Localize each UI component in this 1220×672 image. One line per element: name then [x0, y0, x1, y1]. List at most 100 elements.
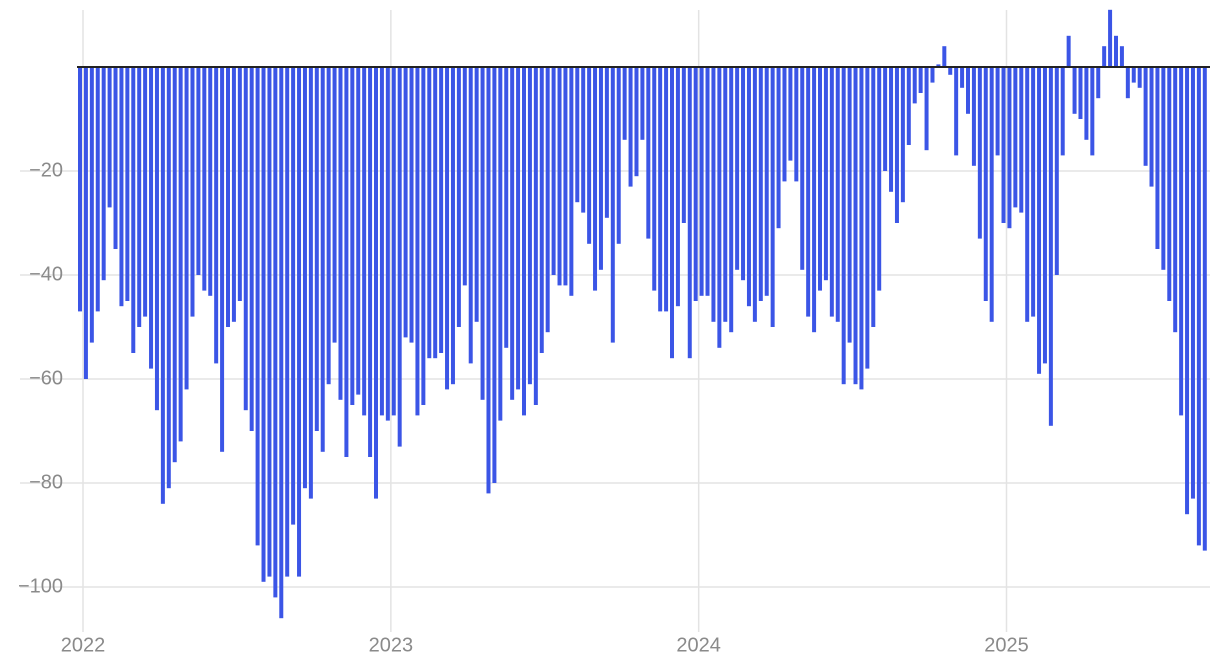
bar: [1048, 67, 1053, 426]
bar: [439, 67, 444, 353]
bar: [865, 67, 870, 369]
bar: [1143, 67, 1148, 166]
bar: [214, 67, 219, 364]
bar: [741, 67, 746, 281]
bar: [208, 67, 213, 296]
bar: [131, 67, 136, 353]
bar: [1179, 67, 1184, 416]
bar: [320, 67, 325, 452]
bar: [729, 67, 734, 333]
bar: [770, 67, 775, 327]
bar: [474, 67, 479, 322]
y-tick-label: −20: [29, 159, 63, 181]
bar: [717, 67, 722, 348]
bar: [1001, 67, 1006, 223]
bar: [107, 67, 112, 208]
bar: [516, 67, 521, 390]
bar: [1149, 67, 1154, 187]
bar: [1072, 67, 1077, 114]
bar: [1096, 67, 1101, 99]
bar: [977, 67, 982, 239]
bar: [1066, 35, 1071, 67]
bar: [640, 67, 645, 140]
bar: [143, 67, 148, 317]
bar: [154, 67, 159, 411]
bar: [1084, 67, 1089, 140]
bar: [350, 67, 355, 405]
bar: [462, 67, 467, 286]
bar: [273, 67, 278, 598]
bar: [492, 67, 497, 483]
bar: [166, 67, 171, 489]
bar: [593, 67, 598, 291]
bar: [930, 67, 935, 83]
bar: [675, 67, 680, 307]
bar: [243, 67, 248, 411]
bar: [78, 67, 82, 312]
bar: [302, 67, 307, 489]
bar: [924, 67, 929, 151]
bar: [894, 67, 899, 223]
bar: [125, 67, 130, 301]
bar: [533, 67, 538, 405]
bar: [735, 67, 740, 270]
bar: [456, 67, 461, 327]
bar: [172, 67, 177, 463]
bar: [285, 67, 290, 577]
bar: [723, 67, 728, 322]
bar: [261, 67, 266, 582]
bar: [812, 67, 817, 333]
y-tick-label: −80: [29, 471, 63, 493]
bar: [1190, 67, 1195, 499]
bar: [113, 67, 118, 249]
bar: [616, 67, 621, 244]
bar: [1114, 35, 1118, 67]
bar: [291, 67, 296, 525]
bar: [906, 67, 911, 145]
bar: [764, 67, 769, 296]
bar: [1031, 67, 1036, 317]
x-tick-label: 2024: [676, 634, 721, 656]
bar: [522, 67, 526, 416]
bar: [403, 67, 408, 338]
bar: [581, 67, 586, 213]
bar: [1042, 67, 1047, 364]
bar: [652, 67, 657, 291]
bar: [332, 67, 337, 343]
bar: [1185, 67, 1190, 515]
bar: [818, 67, 822, 291]
bar: [231, 67, 236, 322]
bar: [983, 67, 988, 301]
bar: [699, 67, 704, 296]
bar: [267, 67, 272, 577]
bar: [610, 67, 615, 343]
bar: [1090, 67, 1095, 156]
bar: [255, 67, 260, 546]
bar: [628, 67, 633, 187]
bar: [397, 67, 402, 447]
bar: [178, 67, 183, 442]
bar: [1131, 67, 1136, 83]
bar: [356, 67, 361, 395]
bar: [829, 67, 834, 317]
bar: [936, 64, 941, 67]
bar: [1161, 67, 1166, 270]
bar: [705, 67, 710, 296]
bar: [681, 67, 686, 223]
bar: [385, 67, 390, 421]
bar: [314, 67, 319, 431]
bar: [563, 67, 568, 286]
bar: [1202, 67, 1207, 551]
bar: [841, 67, 846, 385]
bar: [847, 67, 852, 343]
bar: [1013, 67, 1018, 208]
bar: [421, 67, 426, 405]
bar: [1119, 46, 1124, 67]
bar: [190, 67, 195, 317]
bar: [362, 67, 367, 416]
bar: [149, 67, 154, 369]
bar: [758, 67, 763, 301]
bar: [226, 67, 230, 327]
bar: [344, 67, 349, 457]
bar: [379, 67, 384, 416]
